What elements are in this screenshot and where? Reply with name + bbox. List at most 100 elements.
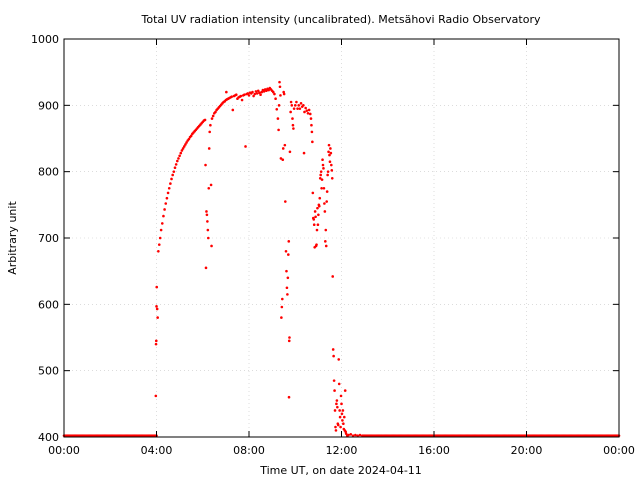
data-point (204, 163, 207, 167)
data-point (185, 141, 188, 144)
data-point (309, 117, 313, 120)
data-point (339, 394, 343, 398)
data-point (326, 170, 330, 173)
data-point (281, 297, 284, 301)
data-point (247, 94, 251, 97)
data-point (315, 243, 318, 246)
data-point (328, 153, 331, 157)
data-point (157, 243, 161, 246)
data-point (154, 342, 158, 346)
data-point (316, 223, 320, 227)
data-point (274, 97, 277, 100)
data-point (287, 395, 291, 399)
data-point (160, 222, 164, 225)
data-point (338, 415, 342, 419)
data-point (178, 154, 181, 158)
data-point (319, 173, 322, 177)
data-point (283, 143, 287, 147)
data-point (327, 143, 331, 147)
data-point (286, 293, 289, 296)
y-tick-label: 400 (38, 431, 59, 444)
data-point (335, 399, 339, 402)
data-point (351, 434, 355, 437)
data-point (281, 147, 285, 150)
data-point (308, 112, 312, 116)
data-point (176, 159, 179, 163)
data-point (154, 394, 158, 398)
data-point (344, 430, 347, 433)
data-point (331, 275, 335, 278)
data-point (288, 150, 292, 154)
data-point (332, 379, 336, 382)
data-point (321, 163, 325, 167)
data-point (252, 94, 255, 98)
data-point (323, 210, 327, 213)
data-point (291, 117, 294, 120)
data-point (271, 90, 275, 94)
data-point (251, 90, 254, 94)
data-point (259, 93, 262, 97)
data-point (342, 415, 346, 419)
data-point (165, 196, 169, 200)
data-point (341, 419, 344, 422)
data-point (262, 90, 266, 93)
data-point (329, 147, 332, 150)
data-point (279, 157, 283, 160)
data-point (336, 423, 340, 427)
y-tick-label: 600 (38, 298, 59, 311)
data-point (358, 433, 362, 437)
data-point (157, 249, 160, 253)
data-point (204, 266, 208, 270)
data-point (319, 170, 323, 173)
data-point (337, 382, 341, 386)
data-point (267, 88, 270, 92)
data-point (339, 425, 342, 429)
data-point (281, 158, 285, 162)
data-point (258, 91, 261, 95)
data-point (334, 425, 337, 429)
data-point (324, 228, 328, 232)
data-point (277, 128, 280, 132)
data-point (342, 422, 345, 426)
data-point (209, 183, 213, 187)
y-axis-label: Arbitrary unit (6, 201, 19, 275)
data-point (326, 173, 329, 177)
data-point (208, 130, 211, 134)
data-point (356, 434, 359, 437)
data-point (182, 145, 186, 148)
data-point (184, 143, 187, 146)
data-point (293, 104, 297, 107)
data-point (285, 269, 288, 273)
data-point (280, 305, 284, 309)
data-point (205, 210, 208, 213)
data-point (321, 158, 324, 162)
data-point (286, 276, 290, 280)
axis-ticks: 00:00 04:00 08:00 12:00 16:00 20:00 00:0040050… (31, 33, 635, 457)
data-point (287, 339, 291, 343)
data-point (246, 92, 250, 95)
data-point (187, 137, 191, 141)
data-point (255, 92, 259, 95)
data-point (156, 316, 159, 319)
data-point (172, 170, 176, 173)
data-point (304, 106, 307, 110)
data-point (314, 215, 317, 219)
data-point (336, 405, 339, 409)
data-point (347, 433, 350, 437)
data-point (180, 149, 184, 152)
chart-title: Total UV radiation intensity (uncalibrat… (141, 13, 541, 26)
data-point (289, 100, 293, 104)
data-point (296, 107, 299, 110)
x-tick-label: 12:00 (326, 444, 358, 457)
data-point (277, 104, 281, 107)
data-point (292, 107, 296, 110)
y-tick-label: 1000 (31, 33, 59, 46)
data-point (290, 104, 294, 107)
data-point (273, 92, 276, 96)
x-tick-label: 16:00 (418, 444, 450, 457)
data-point (337, 358, 341, 361)
data-point (307, 108, 311, 112)
data-point (325, 190, 329, 193)
data-point (305, 109, 309, 112)
